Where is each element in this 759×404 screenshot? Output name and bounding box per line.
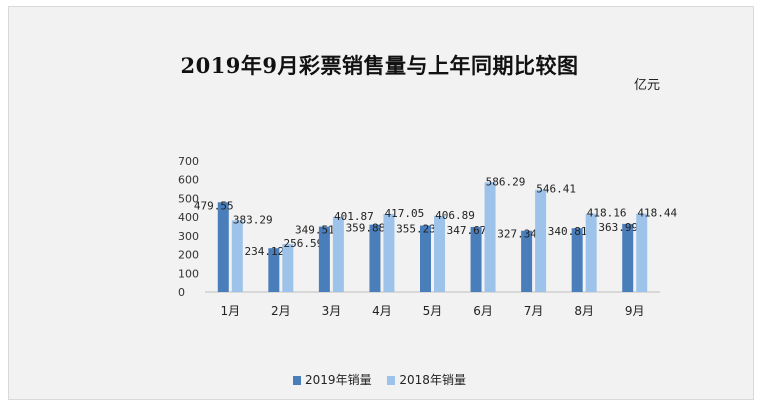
- bar-2019-4: [369, 224, 381, 292]
- y-tick-label: 0: [178, 286, 185, 299]
- bar-2018-8: [585, 213, 597, 292]
- x-tick-label: 2月: [271, 304, 291, 318]
- bar-2018-5: [434, 215, 445, 292]
- data-label: 406.89: [435, 209, 475, 222]
- data-label: 418.16: [587, 207, 627, 220]
- legend-label-2018: 2018年销量: [399, 373, 466, 387]
- bar-2019-6: [470, 226, 482, 292]
- data-label: 401.87: [334, 210, 374, 223]
- bar-2018-9: [636, 213, 648, 292]
- x-tick-label: 7月: [524, 304, 544, 318]
- data-label: 359.88: [346, 222, 386, 235]
- legend-label-2019: 2019年销量: [305, 373, 372, 387]
- x-tick-label: 8月: [574, 304, 594, 318]
- data-label: 586.29: [486, 175, 526, 188]
- chart-frame: [8, 6, 754, 400]
- legend-item-2019: 2019年销量: [293, 371, 372, 388]
- x-tick-label: 3月: [322, 304, 342, 318]
- bar-2019-8: [571, 228, 583, 292]
- data-label: 479.55: [194, 199, 234, 212]
- data-label: 417.05: [385, 207, 425, 220]
- unit-label: 亿元: [634, 78, 661, 93]
- bar-2019-5: [420, 225, 431, 292]
- data-label: 327.34: [497, 228, 537, 241]
- bar-2018-3: [332, 216, 344, 292]
- data-label: 546.41: [536, 183, 576, 196]
- bar-2018-4: [383, 213, 395, 292]
- legend-swatch-2018: [387, 376, 396, 385]
- x-tick-label: 9月: [625, 304, 645, 318]
- x-tick-label: 6月: [473, 304, 493, 318]
- legend-swatch-2019: [293, 376, 302, 385]
- y-tick-label: 200: [178, 249, 199, 262]
- bar-2018-1: [231, 220, 243, 292]
- y-tick-label: 500: [178, 192, 199, 205]
- bar-2018-6: [484, 182, 496, 292]
- data-label: 234.12: [244, 245, 284, 258]
- x-tick-label: 4月: [372, 304, 392, 318]
- y-tick-label: 600: [178, 174, 199, 187]
- data-label: 355.23: [396, 223, 436, 236]
- y-tick-label: 400: [178, 211, 199, 224]
- chart-title: 2019年9月彩票销售量与上年同期比较图: [180, 53, 579, 78]
- data-label: 349.51: [295, 224, 335, 237]
- data-label: 418.44: [637, 207, 677, 220]
- data-label: 347.67: [447, 224, 487, 237]
- legend-item-2018: 2018年销量: [387, 371, 466, 388]
- data-label: 256.59: [283, 237, 323, 250]
- bar-2019-2: [268, 248, 280, 292]
- data-label: 363.99: [598, 221, 638, 234]
- bar-2018-7: [535, 189, 547, 292]
- bar-2019-9: [622, 223, 634, 292]
- data-label: 340.81: [548, 225, 588, 238]
- data-label: 383.29: [233, 213, 273, 226]
- legend: 2019年销量 2018年销量: [0, 371, 759, 388]
- x-tick-label: 1月: [220, 304, 240, 318]
- bar-2019-7: [521, 230, 533, 292]
- bar-2019-1: [217, 202, 229, 292]
- x-tick-label: 5月: [423, 304, 443, 318]
- bar-2019-3: [318, 226, 330, 292]
- bar-2018-2: [282, 243, 294, 292]
- y-tick-label: 300: [178, 230, 199, 243]
- y-tick-label: 100: [178, 267, 199, 280]
- y-tick-label: 700: [178, 155, 199, 168]
